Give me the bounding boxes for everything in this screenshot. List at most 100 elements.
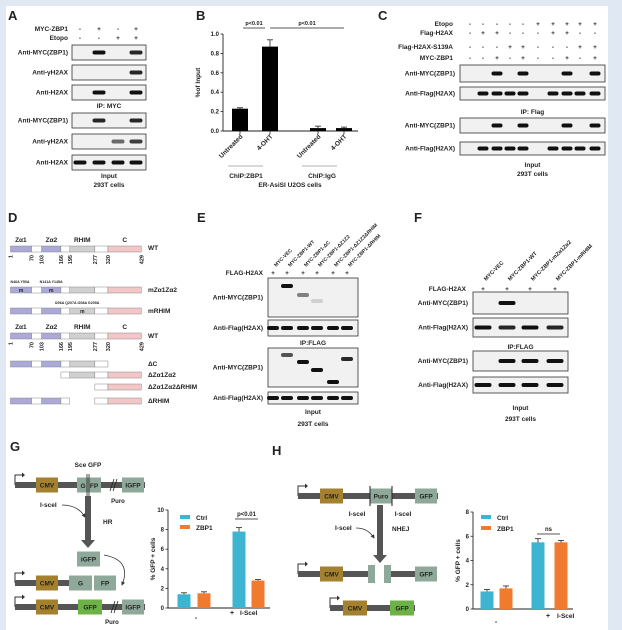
blot-frame: [459, 141, 606, 156]
band: [92, 118, 106, 123]
igfp-box-label: iGFP: [81, 557, 97, 564]
condition-sign: +: [521, 55, 525, 62]
condition-sign: +: [551, 30, 555, 37]
cmv-box: [36, 477, 58, 493]
band: [521, 359, 539, 363]
domain-construct: [60, 371, 142, 379]
band: [547, 91, 559, 96]
condition-sign: -: [537, 30, 539, 37]
pathway-arrowhead: [81, 540, 95, 548]
bar: [232, 531, 246, 608]
y-tick-label: 0.2: [211, 110, 220, 116]
igfp-box: [77, 551, 100, 567]
domain-linker: [31, 332, 42, 340]
band: [297, 326, 309, 330]
input-blot: [472, 376, 569, 394]
band: [477, 91, 489, 96]
domain-zalpha: [41, 397, 62, 405]
mutant-mark: m: [19, 288, 24, 294]
domain-rhim: [69, 286, 96, 294]
mutation-label: N46A Y50A: [11, 280, 30, 284]
cmv-box-label: CMV: [324, 494, 339, 501]
blot-label: Anti-MYC(ZBP1): [418, 358, 468, 365]
ip-blot: [459, 64, 606, 83]
reporter-name: Sce GFP: [75, 462, 102, 469]
bar: [232, 108, 248, 131]
condition-sign: +: [553, 286, 557, 293]
band: [311, 299, 323, 303]
domain-linker: [94, 245, 109, 253]
x-tick-label: -: [495, 619, 498, 626]
domain-zalpha: [41, 332, 62, 340]
condition-sign: +: [345, 270, 349, 277]
construct-name: ΔZα1Zα2ΔRHIM: [148, 384, 197, 391]
band: [111, 160, 125, 165]
input-blot: [71, 133, 147, 150]
band: [341, 357, 353, 361]
band: [491, 71, 503, 76]
residue-number: 195: [68, 255, 74, 264]
domain-construct: [10, 332, 142, 340]
blot-label: Anti-MYC(ZBP1): [405, 123, 455, 130]
condition-sign: +: [495, 30, 499, 37]
puro-box-label: Puro: [374, 494, 389, 501]
y-tick-label: 0.6: [211, 71, 220, 77]
residue-number: 103: [40, 342, 46, 351]
condition-sign: -: [537, 44, 539, 51]
bar: [531, 542, 545, 609]
blot-label: Anti-MYC(ZBP1): [418, 300, 468, 307]
y-tick-label: 8: [161, 528, 165, 534]
condition-sign: -: [482, 21, 484, 28]
panel-label: G: [10, 439, 20, 454]
residue-number: 195: [68, 342, 74, 351]
band: [129, 90, 143, 95]
cmv-box: [320, 566, 343, 582]
cell-line-caption: 293T cells: [297, 421, 328, 428]
domain-c: [107, 332, 142, 340]
promoter-arrow: [297, 485, 305, 496]
domain-linker: [31, 397, 42, 405]
band: [517, 91, 529, 96]
input-blot: [71, 112, 147, 129]
domain-name: Zα1: [15, 324, 27, 331]
band: [281, 353, 293, 357]
blot-label: Anti-MYC(ZBP1): [18, 50, 68, 57]
pathway-label: HR: [103, 519, 113, 526]
condition-sign: +: [315, 270, 319, 277]
legend-swatch: [481, 515, 491, 519]
ip-blot: [267, 319, 359, 337]
curved-arrow: [103, 554, 126, 586]
arrowhead: [22, 594, 25, 600]
condition-label: Flag-H2AX-S139A: [398, 44, 453, 51]
x-tick-label: +: [546, 613, 550, 620]
condition-sign: -: [117, 26, 119, 33]
domain-c: [107, 286, 142, 294]
band: [129, 118, 143, 123]
residue-number: 70: [30, 255, 36, 261]
blot-label: Anti-Flag(H2AX): [405, 146, 455, 153]
blot-frame: [267, 277, 359, 318]
blot-label: Anti-H2AX: [36, 90, 69, 97]
band: [327, 380, 339, 384]
band: [546, 383, 564, 387]
band: [297, 396, 309, 400]
gfp-box-label: GFP: [419, 572, 433, 579]
arrowhead: [337, 595, 340, 601]
construct-name: mZα1Zα2: [148, 287, 177, 294]
condition-sign: -: [537, 55, 539, 62]
panel-label: A: [8, 8, 18, 23]
domain-linker: [60, 397, 71, 405]
legend-label: Ctrl: [497, 515, 508, 522]
condition-sign: +: [578, 21, 582, 28]
condition-sign: +: [536, 21, 540, 28]
band: [546, 359, 564, 363]
band: [561, 146, 573, 151]
domain-construct: [94, 383, 142, 391]
gfp-box: [78, 599, 102, 615]
bar: [310, 128, 326, 131]
blot-label: Anti-MYC(ZBP1): [213, 295, 263, 302]
condition-sign: -: [482, 44, 484, 51]
band: [517, 146, 529, 151]
